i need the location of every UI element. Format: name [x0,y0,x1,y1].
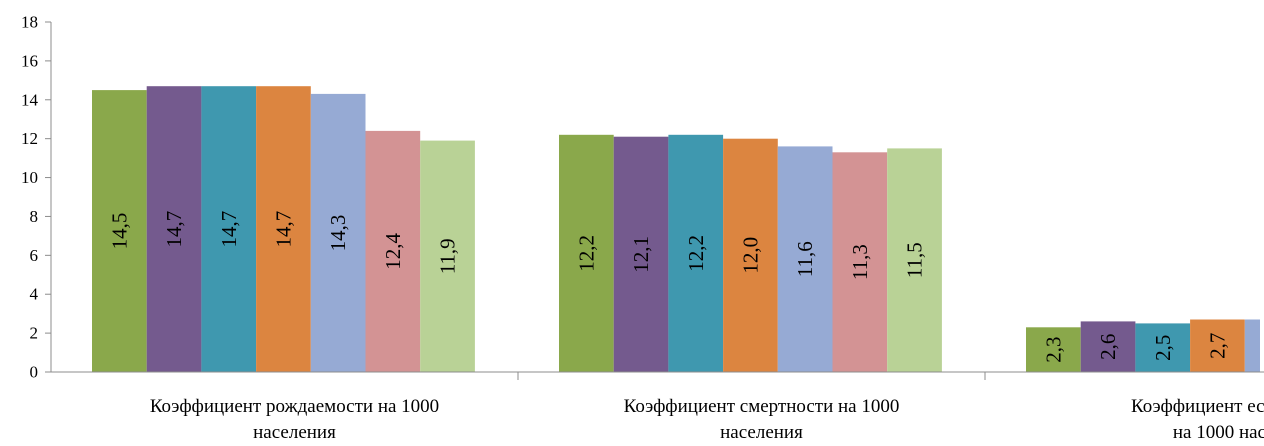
data-label: 14,3 [326,215,350,252]
bar [1135,323,1191,372]
data-label: 11,3 [848,244,872,280]
bar [832,152,888,372]
y-tick-label: 6 [30,246,39,265]
category-label: населения [720,422,803,443]
data-label: 2,3 [1041,336,1065,362]
y-tick-label: 4 [30,285,39,304]
bar [146,86,202,372]
bars-layer [92,86,1260,373]
y-tick-label: 10 [21,168,38,187]
data-label: 12,4 [381,233,405,270]
bar [1080,321,1136,372]
bar [559,134,614,372]
bar [1026,327,1081,372]
y-tick-label: 2 [30,324,39,343]
bar [887,148,942,372]
bar [420,140,475,372]
data-label: 12,2 [684,235,708,272]
data-label: 14,7 [162,211,186,248]
data-labels-layer: 14,5 12,2 2,3 14,7 12,1 2,6 14,7 12,2 2,5 14,7 12,… [107,211,1229,363]
category-label: Коэффициент рождаемости на 1000 [150,396,439,417]
y-tick-label: 12 [21,129,38,148]
data-label: 11,6 [793,241,817,277]
category-label: Коэффициент естествен [1131,396,1264,417]
bar [201,86,257,372]
category-label: на 1000 насел [1173,422,1264,443]
data-label: 14,7 [217,211,241,248]
bar [668,134,724,372]
bar [1244,319,1260,372]
data-label: 2,6 [1096,334,1120,360]
y-tick-label: 16 [21,51,38,70]
category-labels-layer: Коэффициент рождаемости на 1000 населения… [150,396,1264,443]
y-tick-label: 14 [21,90,39,109]
data-label: 12,1 [629,236,653,273]
bar [365,130,421,372]
bar [92,90,147,372]
bar [256,86,311,372]
data-label: 2,7 [1205,333,1229,359]
bar [1190,319,1245,372]
data-label: 11,5 [903,242,927,278]
data-label: 14,7 [272,211,296,248]
y-tick-label: 0 [30,363,39,382]
bar [777,146,833,372]
data-label: 2,5 [1151,335,1175,361]
category-label: населения [253,422,336,443]
bar [613,136,669,372]
data-label: 11,9 [436,238,460,274]
bar [723,138,778,372]
category-label: Коэффициент смертности на 1000 [624,396,900,417]
y-tick-label: 18 [21,13,38,32]
data-label: 12,0 [739,237,763,274]
data-label: 12,2 [574,235,598,272]
axes-layer: 0 2 4 6 8 10 12 14 16 18 [21,13,1264,382]
y-tick-label: 8 [30,207,39,226]
data-label: 14,5 [107,213,131,250]
bar [310,93,366,373]
